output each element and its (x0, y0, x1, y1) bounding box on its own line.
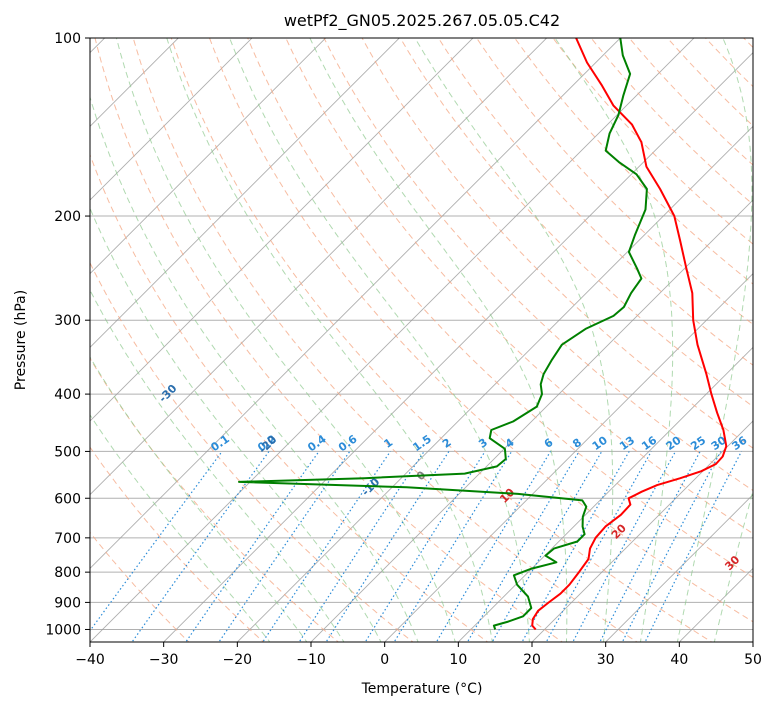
moist-adiabat-line (90, 356, 308, 642)
x-axis: −40 −30 −20 −10 0 10 20 30 40 50 (75, 642, 762, 668)
mixing-ratio-line (364, 451, 486, 642)
moist-adiabat-line (414, 38, 614, 642)
mixing-ratio-line (466, 451, 580, 642)
isotherm-line (163, 52, 753, 642)
mixing-ratio-line (572, 451, 677, 642)
mixing-ratio-line (90, 451, 223, 632)
isotherm-line (236, 125, 753, 642)
moist-adiabat-line (229, 38, 530, 642)
dry-adiabat-line (90, 357, 340, 642)
isotherm-line (90, 38, 400, 348)
x-tick-label: −30 (149, 652, 179, 668)
isotherm-line (90, 38, 253, 201)
y-tick-label: 700 (54, 531, 81, 547)
y-tick-label: 1000 (45, 622, 81, 638)
y-tick-label: 200 (54, 209, 81, 225)
moist-adiabat-line (676, 38, 753, 642)
moist-adiabat-line (90, 207, 382, 642)
moist-adiabat-line (90, 414, 271, 642)
moist-adiabat-line (90, 95, 419, 642)
x-tick-label: −20 (223, 652, 253, 668)
isotherm-line (90, 38, 474, 422)
x-tick-label: 30 (597, 652, 615, 668)
y-axis-label: Pressure (hPa) (13, 290, 29, 390)
isotherm-line (310, 199, 753, 642)
plot-area: 0.10.20.40.611.52346810131620253036-100-… (90, 38, 753, 642)
x-tick-label: 20 (523, 652, 541, 668)
dry-adiabat-line (90, 261, 414, 642)
moist-adiabat-line (713, 488, 753, 642)
dry-adiabat-line (514, 38, 753, 285)
isotherm-line (90, 38, 621, 569)
dewpoint-profile-line (238, 38, 648, 630)
y-tick-label: 900 (54, 595, 81, 611)
x-axis-label: Temperature (°C) (361, 681, 483, 697)
isotherm-line (605, 494, 753, 642)
mixing-ratio-line (131, 451, 270, 642)
mixing-ratio-line (621, 451, 722, 642)
mixing-ratio-line (325, 451, 450, 642)
y-tick-label: 800 (54, 565, 81, 581)
isotherm-line (531, 420, 753, 642)
chart-title: wetPf2_GN05.2025.267.05.05.C42 (284, 11, 560, 31)
dry-adiabat-line (90, 153, 489, 642)
x-tick-label: 50 (744, 652, 762, 668)
dry-adiabat-line (90, 446, 265, 642)
x-tick-label: 10 (449, 652, 467, 668)
x-tick-label: −40 (75, 652, 105, 668)
mixing-ratio-line (545, 451, 652, 642)
isotherm-line (384, 273, 753, 642)
y-tick-label: 600 (54, 491, 81, 507)
temperature-profile-line (531, 38, 728, 631)
plot-frame (89, 37, 754, 643)
moist-adiabat-line (309, 38, 568, 642)
mixing-ratio-line (393, 451, 513, 642)
moist-adiabat-line (115, 38, 456, 642)
mixing-ratio-line (218, 451, 351, 642)
dry-adiabat-line (132, 38, 638, 642)
y-tick-label: 300 (54, 313, 81, 329)
x-tick-label: −10 (296, 652, 326, 668)
moist-adiabat-line (554, 38, 674, 642)
x-tick-label: 40 (670, 652, 688, 668)
isotherm-line (457, 346, 753, 642)
isotherm-line (90, 38, 548, 496)
isotherm-line (90, 38, 327, 275)
mixing-ratio-line (599, 451, 701, 642)
x-tick-label: 0 (380, 652, 389, 668)
moist-adiabat-line (90, 289, 345, 642)
y-tick-label: 100 (54, 31, 81, 47)
y-tick-label: 400 (54, 387, 81, 403)
isotherm-line (90, 38, 695, 642)
dry-adiabat-line (208, 38, 753, 623)
mixing-ratio-line (262, 451, 391, 642)
mixing-ratio-line (185, 451, 320, 642)
y-axis: 100 200 300 400 500 600 700 800 900 1000 (45, 31, 90, 638)
dry-adiabat-line (94, 38, 564, 642)
mixing-ratio-line (298, 451, 425, 642)
y-tick-label: 500 (54, 444, 81, 460)
